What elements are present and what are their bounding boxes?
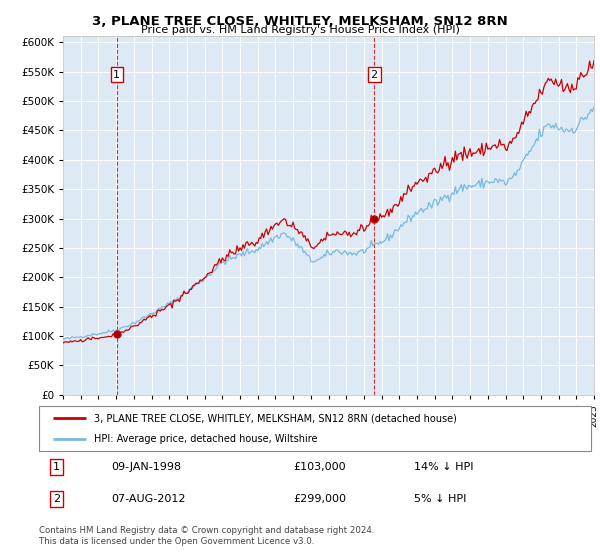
Text: Contains HM Land Registry data © Crown copyright and database right 2024.
This d: Contains HM Land Registry data © Crown c… — [39, 526, 374, 546]
Text: 2: 2 — [371, 69, 378, 80]
Text: £299,000: £299,000 — [293, 494, 346, 504]
Text: 2: 2 — [53, 494, 60, 504]
FancyBboxPatch shape — [39, 406, 591, 451]
Text: 1: 1 — [113, 69, 121, 80]
Text: £103,000: £103,000 — [293, 462, 346, 472]
Text: 3, PLANE TREE CLOSE, WHITLEY, MELKSHAM, SN12 8RN: 3, PLANE TREE CLOSE, WHITLEY, MELKSHAM, … — [92, 15, 508, 27]
Text: 14% ↓ HPI: 14% ↓ HPI — [415, 462, 474, 472]
Text: 09-JAN-1998: 09-JAN-1998 — [111, 462, 181, 472]
Text: 1: 1 — [53, 462, 60, 472]
Text: HPI: Average price, detached house, Wiltshire: HPI: Average price, detached house, Wilt… — [94, 433, 318, 444]
Text: 07-AUG-2012: 07-AUG-2012 — [111, 494, 185, 504]
Text: 3, PLANE TREE CLOSE, WHITLEY, MELKSHAM, SN12 8RN (detached house): 3, PLANE TREE CLOSE, WHITLEY, MELKSHAM, … — [94, 413, 457, 423]
Text: Price paid vs. HM Land Registry's House Price Index (HPI): Price paid vs. HM Land Registry's House … — [140, 25, 460, 35]
Text: 5% ↓ HPI: 5% ↓ HPI — [415, 494, 467, 504]
